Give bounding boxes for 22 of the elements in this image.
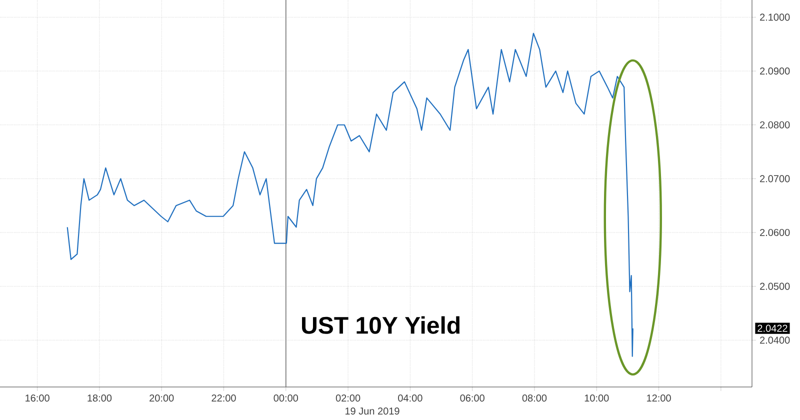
y-tick-label: 2.0500 — [760, 282, 790, 290]
y-tick-label: 2.0600 — [760, 228, 790, 236]
text: UST 10Y Yield — [302, 316, 460, 334]
x-tick-label: 00:00 — [274, 394, 298, 402]
y-tick-label: 2.1000 — [760, 14, 790, 21]
x-tick-label: 10:00 — [584, 394, 609, 402]
y-tick-label: 2.0400 — [760, 336, 790, 344]
x-tick-label: 04:00 — [398, 394, 422, 402]
text: 19 Jun 2019 — [345, 408, 400, 415]
x-tick-label: 08:00 — [522, 394, 547, 402]
x-tick-label: 12:00 — [647, 394, 671, 402]
y-tick-label: 2.0800 — [760, 121, 790, 128]
x-tick-label: 16:00 — [26, 394, 50, 402]
x-tick-label: 02:00 — [336, 394, 360, 402]
text: 2.0422 — [758, 324, 788, 332]
line-series — [66, 32, 634, 357]
y-tick-label: 2.0700 — [760, 175, 790, 182]
x-tick-label: 18:00 — [88, 394, 112, 402]
x-tick-label: 22:00 — [212, 394, 236, 402]
x-tick-label: 20:00 — [150, 394, 174, 402]
x-tick-label: 06:00 — [460, 394, 484, 402]
y-tick-label: 2.0900 — [760, 68, 790, 75]
